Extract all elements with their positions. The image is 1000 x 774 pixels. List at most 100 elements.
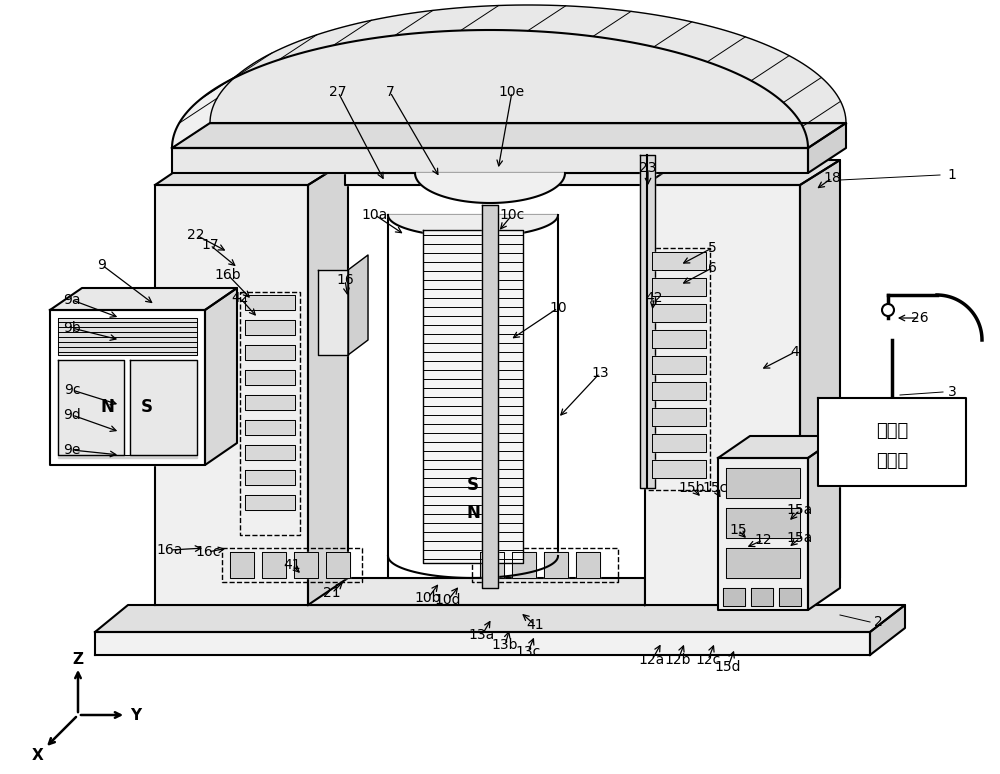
Text: 洁净压: 洁净压 (876, 423, 908, 440)
Polygon shape (245, 295, 295, 310)
Text: 42: 42 (231, 291, 249, 305)
Polygon shape (155, 160, 348, 185)
Polygon shape (245, 495, 295, 510)
Polygon shape (308, 160, 348, 605)
Text: 13a: 13a (469, 628, 495, 642)
Text: 17: 17 (201, 238, 219, 252)
Polygon shape (245, 345, 295, 360)
Polygon shape (230, 552, 254, 578)
Polygon shape (58, 455, 197, 458)
Text: 12b: 12b (665, 653, 691, 667)
Polygon shape (205, 288, 237, 465)
Polygon shape (326, 552, 350, 578)
Text: 26: 26 (911, 311, 929, 325)
Text: 6: 6 (708, 261, 716, 275)
Text: 1: 1 (948, 168, 956, 182)
Text: 10c: 10c (499, 208, 525, 222)
Polygon shape (245, 420, 295, 435)
Text: 41: 41 (283, 558, 301, 572)
Text: 16c: 16c (195, 545, 221, 559)
Text: Z: Z (72, 652, 84, 666)
Polygon shape (172, 148, 808, 173)
Polygon shape (870, 605, 905, 655)
Polygon shape (172, 123, 846, 148)
Text: 9a: 9a (63, 293, 81, 307)
Text: 15: 15 (729, 523, 747, 537)
Text: 42: 42 (645, 291, 663, 305)
Polygon shape (348, 255, 368, 355)
Polygon shape (245, 320, 295, 335)
Text: N: N (100, 398, 114, 416)
Polygon shape (645, 578, 682, 605)
Text: 13c: 13c (515, 645, 541, 659)
Polygon shape (512, 552, 536, 578)
Polygon shape (751, 588, 773, 606)
Text: 15a: 15a (787, 503, 813, 517)
Polygon shape (480, 552, 504, 578)
Text: 5: 5 (708, 241, 716, 255)
Text: 4: 4 (791, 345, 799, 359)
Text: 27: 27 (329, 85, 347, 99)
Text: 12c: 12c (695, 653, 721, 667)
Polygon shape (544, 552, 568, 578)
Text: 12a: 12a (639, 653, 665, 667)
Polygon shape (652, 356, 706, 374)
Text: 12: 12 (754, 533, 772, 547)
Polygon shape (50, 288, 237, 310)
Text: 10: 10 (549, 301, 567, 315)
Polygon shape (652, 408, 706, 426)
Text: 缩气源: 缩气源 (876, 452, 908, 471)
Polygon shape (245, 395, 295, 410)
Text: 18: 18 (823, 171, 841, 185)
Polygon shape (155, 185, 308, 605)
Polygon shape (172, 30, 808, 148)
Text: 16a: 16a (157, 543, 183, 557)
Polygon shape (808, 123, 846, 173)
Polygon shape (245, 370, 295, 385)
Polygon shape (294, 552, 318, 578)
Polygon shape (345, 173, 460, 185)
Text: X: X (32, 748, 44, 762)
Polygon shape (718, 458, 808, 610)
Polygon shape (318, 270, 348, 355)
Text: 16: 16 (336, 273, 354, 287)
Text: 15d: 15d (715, 660, 741, 674)
Polygon shape (482, 205, 498, 588)
Polygon shape (50, 310, 205, 465)
Text: 9d: 9d (63, 408, 81, 422)
Polygon shape (58, 318, 197, 355)
Text: 7: 7 (386, 85, 394, 99)
Polygon shape (58, 360, 124, 455)
Text: 22: 22 (187, 228, 205, 242)
Polygon shape (95, 605, 905, 632)
Text: 41: 41 (526, 618, 544, 632)
Text: 10e: 10e (499, 85, 525, 99)
Polygon shape (645, 160, 840, 185)
Polygon shape (808, 436, 840, 610)
Text: 21: 21 (323, 586, 341, 600)
Text: 10b: 10b (415, 591, 441, 605)
Text: 9e: 9e (63, 443, 81, 457)
Polygon shape (308, 578, 645, 605)
Circle shape (882, 304, 894, 316)
Text: 9b: 9b (63, 321, 81, 335)
Polygon shape (818, 398, 966, 486)
Polygon shape (726, 548, 800, 578)
Text: 3: 3 (948, 385, 956, 399)
Polygon shape (245, 445, 295, 460)
Polygon shape (652, 330, 706, 348)
Polygon shape (800, 160, 840, 605)
Text: 13: 13 (591, 366, 609, 380)
Text: 16b: 16b (215, 268, 241, 282)
Polygon shape (423, 230, 523, 563)
Text: 15a: 15a (787, 531, 813, 545)
Polygon shape (652, 382, 706, 400)
Polygon shape (652, 460, 706, 478)
Text: 13b: 13b (492, 638, 518, 652)
Polygon shape (652, 434, 706, 452)
Text: N: N (466, 504, 480, 522)
Text: 10d: 10d (435, 593, 461, 607)
Polygon shape (245, 470, 295, 485)
Polygon shape (723, 588, 745, 606)
Polygon shape (172, 30, 808, 148)
